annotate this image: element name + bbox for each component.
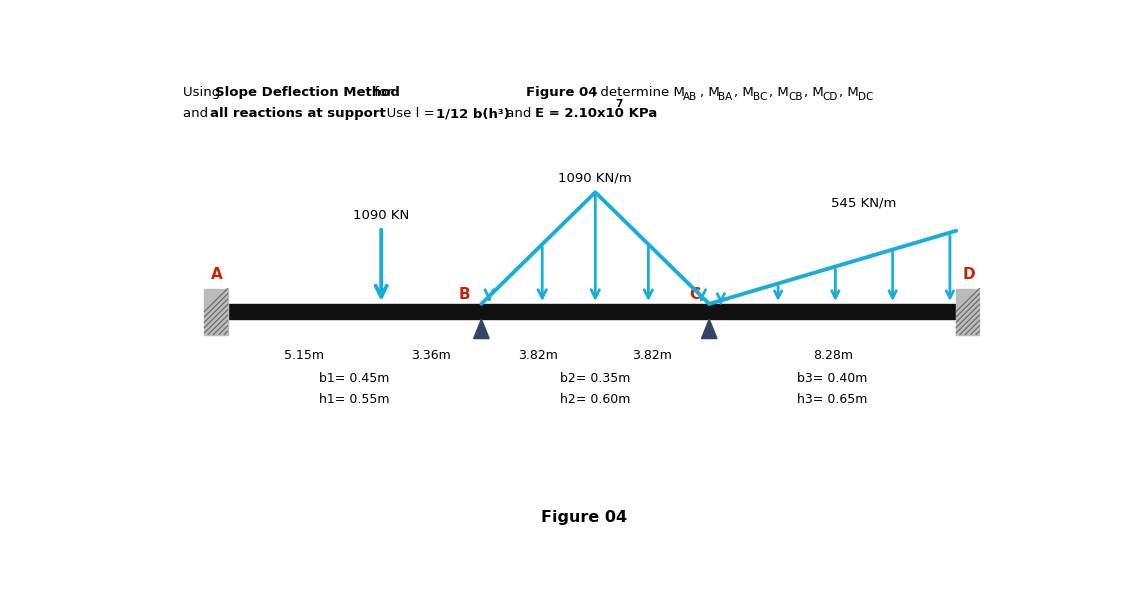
Text: , determine M: , determine M: [592, 86, 685, 99]
Text: and: and: [502, 107, 535, 120]
Text: AB: AB: [683, 91, 697, 102]
Text: D: D: [962, 267, 975, 282]
Text: Slope Deflection Method: Slope Deflection Method: [215, 86, 400, 99]
Text: b1= 0.45m: b1= 0.45m: [319, 371, 390, 384]
Text: Using: Using: [182, 86, 224, 99]
Text: BC: BC: [753, 91, 768, 102]
Text: .  Use l =: . Use l =: [374, 107, 439, 120]
Text: C: C: [689, 287, 700, 302]
Text: A: A: [211, 267, 222, 282]
Text: 3.82m: 3.82m: [518, 349, 558, 362]
Text: B: B: [458, 287, 469, 302]
Text: h1= 0.55m: h1= 0.55m: [319, 393, 390, 406]
Polygon shape: [474, 319, 489, 338]
Bar: [956, 289, 980, 335]
Text: E = 2.10x10: E = 2.10x10: [534, 107, 623, 120]
Bar: [228, 304, 956, 319]
Polygon shape: [702, 319, 716, 338]
Bar: [204, 289, 228, 335]
Text: for: for: [370, 86, 393, 99]
Text: , M: , M: [769, 86, 789, 99]
Text: 1090 KN/m: 1090 KN/m: [558, 171, 632, 185]
Text: b2= 0.35m: b2= 0.35m: [560, 371, 631, 384]
Text: 7: 7: [615, 99, 623, 109]
Text: , M: , M: [735, 86, 754, 99]
Text: 3.36m: 3.36m: [411, 349, 451, 362]
Text: h2= 0.60m: h2= 0.60m: [560, 393, 631, 406]
Text: BA: BA: [719, 91, 732, 102]
Text: and: and: [182, 107, 212, 120]
Text: DC: DC: [858, 91, 874, 102]
Text: , M: , M: [699, 86, 720, 99]
Text: KPa: KPa: [624, 107, 657, 120]
Text: , M: , M: [804, 86, 823, 99]
Text: 8.28m: 8.28m: [812, 349, 853, 362]
Text: , M: , M: [839, 86, 859, 99]
Text: 3.82m: 3.82m: [632, 349, 672, 362]
Text: CB: CB: [788, 91, 803, 102]
Text: CD: CD: [822, 91, 838, 102]
Text: 545 KN/m: 545 KN/m: [831, 196, 896, 209]
Text: Figure 04: Figure 04: [541, 510, 628, 525]
Text: 5.15m: 5.15m: [285, 349, 325, 362]
Text: 1/12 b(h³): 1/12 b(h³): [436, 107, 510, 120]
Text: all reactions at support: all reactions at support: [210, 107, 385, 120]
Text: 1090 KN: 1090 KN: [353, 209, 409, 222]
Text: b3= 0.40m: b3= 0.40m: [797, 371, 868, 384]
Text: Figure 04: Figure 04: [526, 86, 598, 99]
Text: h3= 0.65m: h3= 0.65m: [797, 393, 868, 406]
